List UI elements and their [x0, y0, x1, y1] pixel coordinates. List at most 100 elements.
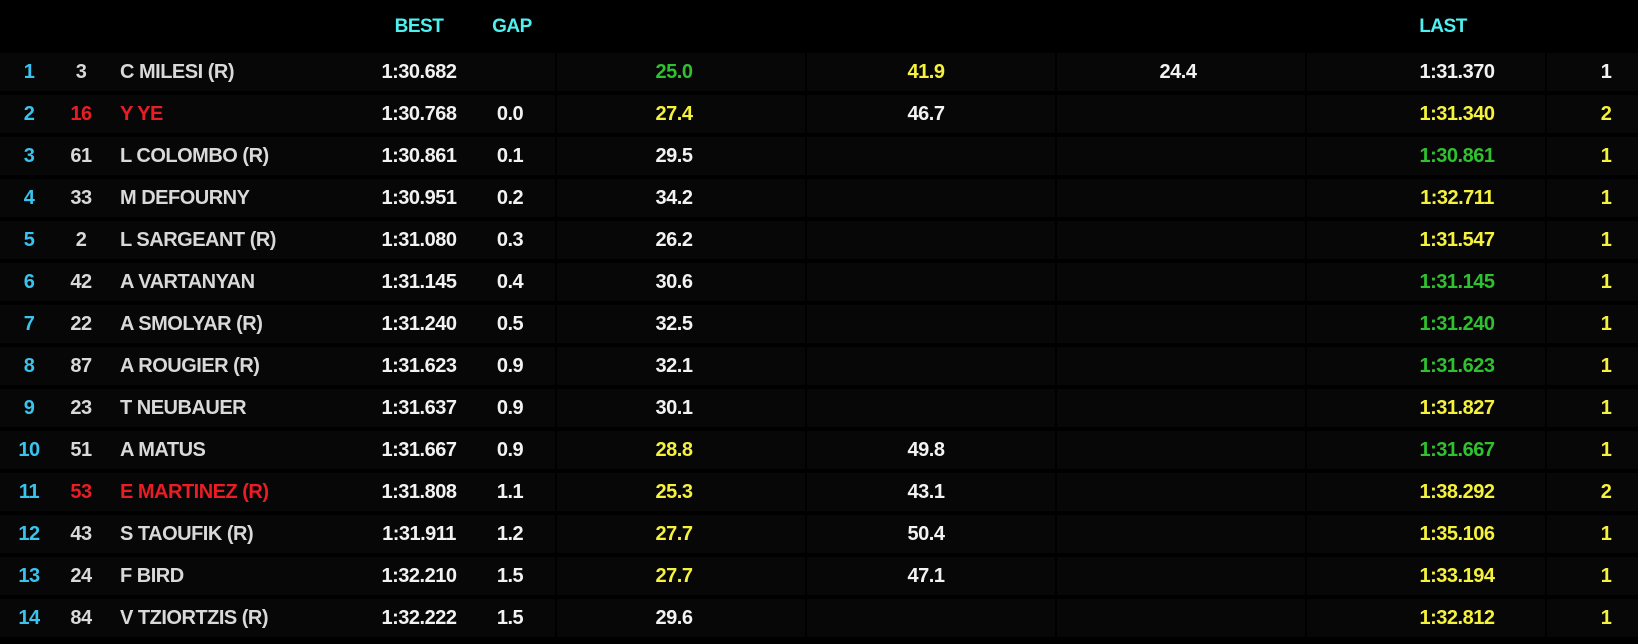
cell-gap: 0.2 [496, 187, 524, 209]
cell-s1: 34.2 [655, 187, 693, 209]
column-divider [1305, 347, 1307, 385]
table-row [0, 305, 1638, 343]
cell-s2: 49.8 [907, 439, 945, 461]
cell-num: 43 [70, 523, 92, 545]
cell-s1: 27.7 [655, 523, 693, 545]
cell-s1: 28.8 [655, 439, 693, 461]
cell-last: 1:32.711 [1420, 187, 1494, 209]
cell-pos: 1 [23, 61, 35, 83]
cell-pos: 13 [18, 565, 40, 587]
column-divider [1305, 389, 1307, 427]
cell-pits: 1 [1600, 397, 1612, 419]
cell-last: 1:31.827 [1419, 397, 1495, 419]
column-divider [1545, 473, 1547, 511]
cell-last: 1:31.623 [1419, 355, 1495, 377]
cell-name: A SMOLYAR (R) [120, 313, 263, 335]
column-divider [555, 95, 557, 133]
column-divider [805, 557, 807, 595]
table-row [0, 431, 1638, 469]
column-divider [1055, 305, 1057, 343]
column-divider [805, 179, 807, 217]
cell-pos: 11 [18, 481, 40, 503]
cell-name: A ROUGIER (R) [120, 355, 260, 377]
column-divider [1055, 557, 1057, 595]
column-divider [1545, 221, 1547, 259]
cell-num: 23 [70, 397, 92, 419]
cell-pos: 7 [23, 313, 35, 335]
cell-s1: 30.1 [655, 397, 693, 419]
cell-num: 87 [70, 355, 92, 377]
cell-s2: 46.7 [907, 103, 945, 125]
table-row [0, 95, 1638, 133]
cell-last: 1:38.292 [1419, 481, 1495, 503]
cell-name: S TAOUFIK (R) [120, 523, 254, 545]
column-divider [555, 515, 557, 553]
column-divider [1055, 221, 1057, 259]
cell-gap: 0.5 [496, 313, 524, 335]
cell-gap: 0.1 [496, 145, 524, 167]
column-divider [1545, 347, 1547, 385]
cell-num: 51 [70, 439, 92, 461]
column-divider [1305, 95, 1307, 133]
cell-num: 24 [70, 565, 92, 587]
cell-pits: 1 [1600, 229, 1612, 251]
cell-name: L COLOMBO (R) [120, 145, 269, 167]
table-row [0, 347, 1638, 385]
cell-gap: 0.0 [496, 103, 524, 125]
column-divider [1545, 389, 1547, 427]
cell-pos: 2 [23, 103, 35, 125]
cell-s1: 30.6 [655, 271, 693, 293]
column-divider [1545, 557, 1547, 595]
column-divider [1305, 179, 1307, 217]
column-divider [1055, 347, 1057, 385]
cell-name: A MATUS [120, 439, 206, 461]
cell-s3: 24.4 [1159, 61, 1197, 83]
cell-num: 33 [70, 187, 92, 209]
cell-pits: 1 [1600, 271, 1612, 293]
column-divider [1305, 305, 1307, 343]
cell-num: 53 [70, 481, 92, 503]
cell-name: V TZIORTZIS (R) [120, 607, 269, 629]
table-row [0, 473, 1638, 511]
cell-last: 1:35.106 [1419, 523, 1495, 545]
column-divider [555, 431, 557, 469]
column-divider [1305, 473, 1307, 511]
cell-gap: 0.4 [496, 271, 524, 293]
cell-gap: 0.3 [496, 229, 524, 251]
cell-s2: 43.1 [907, 481, 945, 503]
cell-name: F BIRD [120, 565, 184, 587]
cell-gap: 1.2 [496, 523, 524, 545]
column-divider [1305, 137, 1307, 175]
cell-num: 22 [70, 313, 92, 335]
cell-best: 1:30.682 [381, 61, 457, 83]
table-row [0, 263, 1638, 301]
cell-pos: 4 [23, 187, 35, 209]
column-divider [805, 95, 807, 133]
cell-pits: 1 [1600, 523, 1612, 545]
cell-best: 1:31.667 [381, 439, 457, 461]
cell-s1: 26.2 [655, 229, 693, 251]
cell-num: 42 [70, 271, 92, 293]
column-divider [1545, 599, 1547, 637]
cell-best: 1:30.951 [381, 187, 457, 209]
column-divider [555, 599, 557, 637]
cell-best: 1:31.808 [381, 481, 457, 503]
cell-s1: 25.3 [655, 481, 693, 503]
column-divider [1055, 179, 1057, 217]
cell-best: 1:30.861 [381, 145, 457, 167]
column-divider [805, 473, 807, 511]
cell-num: 2 [75, 229, 87, 251]
column-divider [1545, 53, 1547, 91]
cell-pits: 2 [1600, 103, 1612, 125]
cell-pits: 1 [1600, 607, 1612, 629]
column-divider [555, 53, 557, 91]
column-divider [805, 221, 807, 259]
cell-gap: 0.9 [496, 355, 524, 377]
cell-last: 1:31.145 [1419, 271, 1495, 293]
column-divider [805, 263, 807, 301]
cell-name: T NEUBAUER [120, 397, 247, 419]
cell-name: L SARGEANT (R) [120, 229, 276, 251]
column-divider [1055, 53, 1057, 91]
cell-pos: 12 [18, 523, 40, 545]
cell-gap: 1.5 [496, 565, 524, 587]
